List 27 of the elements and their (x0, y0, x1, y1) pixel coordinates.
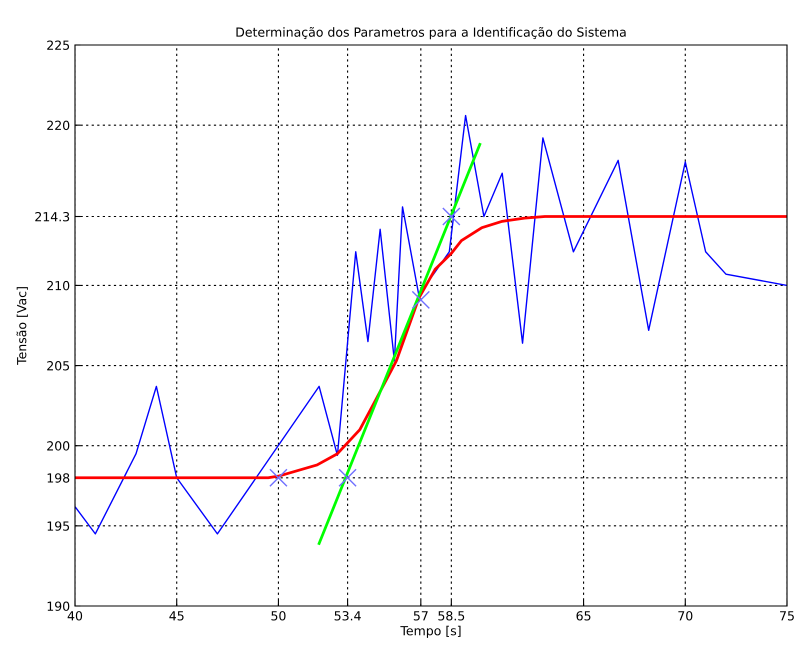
x-axis-title: Tempo [s] (400, 626, 461, 638)
point (269, 468, 288, 487)
y-tick-label: 220 (47, 120, 70, 130)
x-tick-label: 53.4 (334, 611, 361, 621)
x-tick-label: 40 (68, 611, 82, 621)
y-tick-label: 200 (47, 441, 70, 451)
point (338, 468, 357, 487)
x-tick-label: 75 (780, 611, 794, 621)
y-tick-label: 225 (47, 40, 70, 50)
x-tick-label: 45 (169, 611, 184, 621)
y-tick-label: 210 (47, 280, 70, 290)
x-tick-label: 65 (576, 611, 590, 621)
y-tick-label: 195 (48, 521, 70, 531)
point (442, 207, 461, 226)
x-tick-label: 70 (678, 611, 692, 621)
x-tick-label: 58.5 (438, 611, 464, 621)
y-tick-label: 205 (47, 361, 70, 370)
x-tick-label: 50 (271, 611, 286, 621)
chart-title: Determinação dos Parametros para a Identificação do Sistema (236, 26, 626, 40)
y-tick-label: 198 (48, 473, 70, 483)
y-axis-title: Tensão [Vac] (16, 287, 28, 365)
line-series (75, 215, 787, 480)
y-tick-label: 190 (48, 601, 70, 611)
line-series (75, 114, 787, 535)
x-tick-label: 57 (414, 611, 428, 621)
y-tick-label: 214.3 (35, 212, 70, 222)
point (412, 290, 430, 310)
